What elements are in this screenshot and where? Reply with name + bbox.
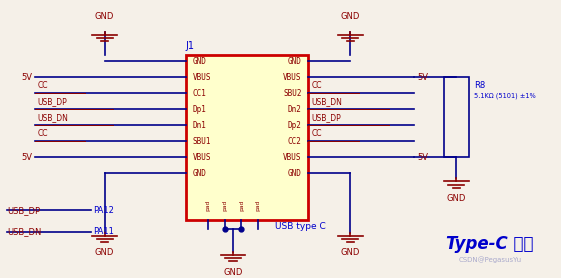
- Text: USB_DN: USB_DN: [38, 113, 68, 122]
- Text: GND: GND: [288, 57, 302, 66]
- Text: SBU1: SBU1: [192, 137, 211, 146]
- Text: CC: CC: [38, 81, 48, 90]
- Text: GND: GND: [192, 57, 206, 66]
- Text: PA12: PA12: [94, 206, 114, 215]
- Text: GND: GND: [447, 194, 466, 203]
- Text: CC: CC: [38, 129, 48, 138]
- Text: GND: GND: [192, 168, 206, 178]
- Text: R8: R8: [475, 81, 486, 90]
- Text: USB type C: USB type C: [275, 222, 325, 231]
- Text: GND: GND: [341, 12, 360, 21]
- Text: USB_DP: USB_DP: [38, 97, 67, 106]
- Text: pad: pad: [256, 199, 261, 211]
- Text: pad: pad: [222, 199, 227, 211]
- Text: SBU2: SBU2: [283, 89, 302, 98]
- Text: 5.1KΩ (5101) ±1%: 5.1KΩ (5101) ±1%: [475, 93, 536, 99]
- Text: Dp2: Dp2: [288, 121, 302, 130]
- Text: Type-C 接口: Type-C 接口: [446, 235, 534, 253]
- Text: 5V: 5V: [21, 153, 32, 162]
- Text: 5V: 5V: [417, 73, 428, 82]
- Text: GND: GND: [341, 248, 360, 257]
- Text: CC: CC: [311, 81, 321, 90]
- Text: GND: GND: [95, 12, 114, 21]
- Text: Dn2: Dn2: [288, 105, 302, 114]
- Text: VBUS: VBUS: [283, 153, 302, 162]
- FancyBboxPatch shape: [186, 55, 309, 220]
- Text: Dp1: Dp1: [192, 105, 206, 114]
- Text: USB_DN: USB_DN: [7, 227, 42, 236]
- Text: USB_DP: USB_DP: [7, 206, 40, 215]
- Text: VBUS: VBUS: [192, 73, 211, 82]
- Text: CC: CC: [311, 129, 321, 138]
- Text: CSDN@PegasusYu: CSDN@PegasusYu: [458, 256, 521, 263]
- Bar: [444, 77, 469, 157]
- Text: GND: GND: [95, 248, 114, 257]
- Text: J1: J1: [186, 41, 195, 51]
- Text: pad: pad: [239, 199, 244, 211]
- Text: Dn1: Dn1: [192, 121, 206, 130]
- Text: 5V: 5V: [21, 73, 32, 82]
- Text: 5V: 5V: [417, 153, 428, 162]
- Text: PA11: PA11: [94, 227, 114, 236]
- Text: CC2: CC2: [288, 137, 302, 146]
- Text: VBUS: VBUS: [283, 73, 302, 82]
- Text: USB_DN: USB_DN: [311, 97, 342, 106]
- Text: GND: GND: [223, 268, 243, 277]
- Text: pad: pad: [205, 199, 210, 211]
- Text: CC1: CC1: [192, 89, 206, 98]
- Text: GND: GND: [288, 168, 302, 178]
- Text: USB_DP: USB_DP: [311, 113, 341, 122]
- Text: VBUS: VBUS: [192, 153, 211, 162]
